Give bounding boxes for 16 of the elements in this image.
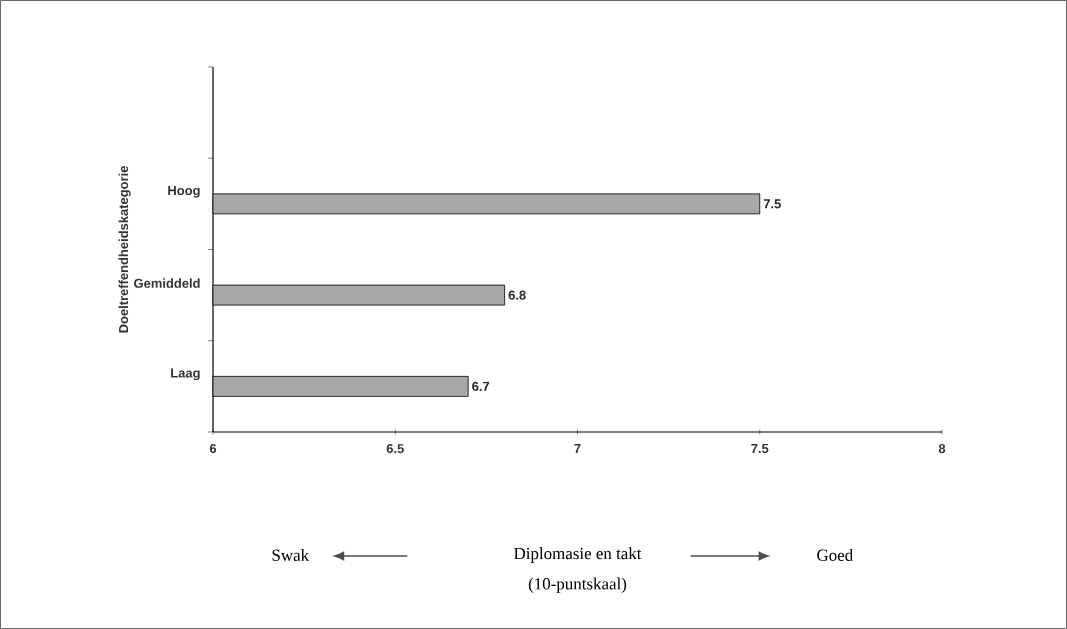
x-tick-label: 7	[574, 444, 581, 453]
data-label: 6.7	[472, 381, 490, 391]
x-tick-label: 8	[938, 444, 946, 454]
data-label: 7.5	[763, 199, 781, 209]
text: (10-puntskaal)	[528, 577, 627, 593]
y-tick-label: Hoog	[168, 186, 200, 198]
y-tick-label: Laag	[171, 368, 200, 381]
x-tick-label: 6.5	[386, 444, 404, 454]
y-tick-label: Gemiddeld	[134, 278, 200, 288]
data-label: 6.8	[508, 290, 526, 300]
text: Goed	[817, 549, 853, 561]
x-tick-label: 6	[209, 444, 217, 454]
x-tick-label: 7.5	[751, 444, 769, 454]
text: Diplomasie en takt	[514, 547, 642, 563]
y-axis-title: Doeltreffendheidskategorie	[118, 166, 131, 333]
text: Swak	[272, 549, 310, 561]
